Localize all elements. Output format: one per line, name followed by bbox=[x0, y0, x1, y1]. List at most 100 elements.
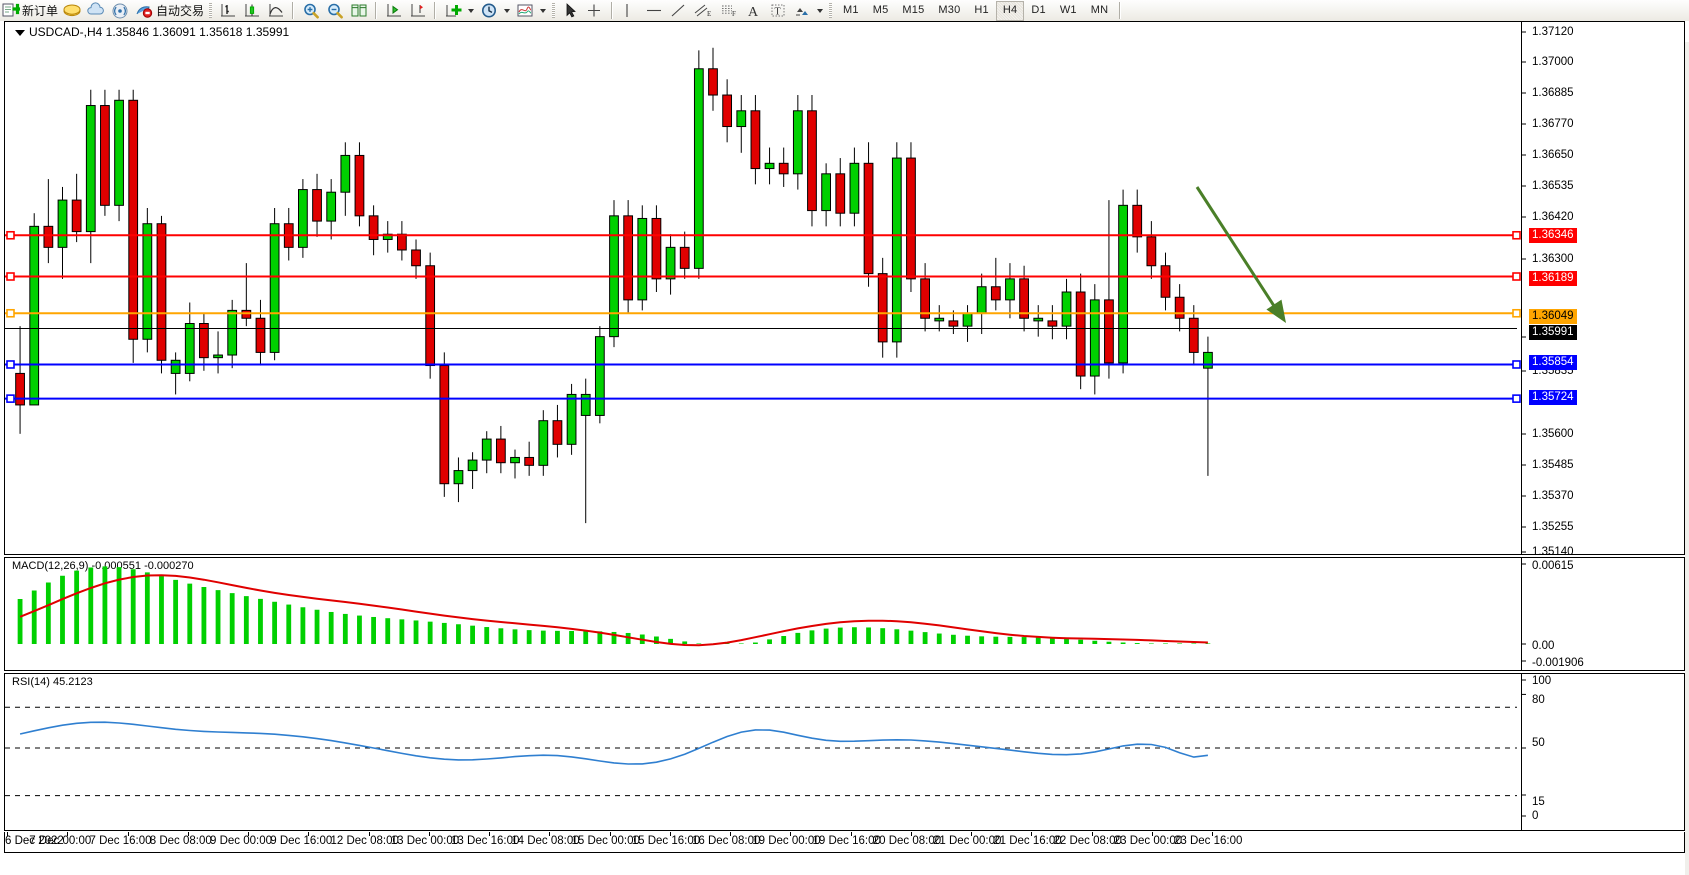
line-chart-icon bbox=[269, 4, 284, 17]
macd-tick-label: -0.001906 bbox=[1532, 657, 1584, 669]
price-tick-label: 1.36770 bbox=[1532, 118, 1574, 130]
time-axis-label: 7 Dec 00:00 bbox=[29, 835, 92, 847]
text-tool-button[interactable]: A bbox=[742, 1, 766, 21]
clock-icon bbox=[482, 3, 497, 18]
rsi-indicator-pane[interactable]: RSI(14) 45.2123 100 80 50 15 0 bbox=[4, 673, 1685, 831]
level-tag-support-1[interactable]: 1.35854 bbox=[1529, 355, 1577, 370]
tab-timeframe-d1[interactable]: D1 bbox=[1031, 3, 1046, 16]
time-axis-tick bbox=[67, 832, 69, 836]
macd-indicator-pane[interactable]: MACD(12,26,9) -0.000551 -0.000270 0.0061… bbox=[4, 557, 1685, 671]
rsi-tick-label: 0 bbox=[1532, 810, 1539, 822]
crosshair-tool-button[interactable] bbox=[583, 1, 607, 21]
tab-timeframe-m1[interactable]: M1 bbox=[843, 3, 859, 16]
new-order-button[interactable]: 新订单 bbox=[0, 1, 60, 21]
candlestick-chart-button[interactable] bbox=[240, 1, 264, 21]
shift-chart-button[interactable] bbox=[382, 1, 406, 21]
period-dropdown-caret[interactable] bbox=[504, 8, 511, 13]
new-order-label: 新订单 bbox=[22, 4, 59, 18]
tile-windows-icon bbox=[351, 4, 367, 17]
price-tick-label: 1.36420 bbox=[1532, 211, 1574, 223]
time-axis-label: 22 Dec 08:00 bbox=[1053, 835, 1122, 847]
time-axis-tick bbox=[7, 832, 8, 836]
tab-timeframe-h1[interactable]: H1 bbox=[974, 3, 989, 16]
add-indicator-icon bbox=[446, 5, 462, 17]
level-tag-pivot[interactable]: 1.36049 bbox=[1529, 309, 1577, 324]
tab-timeframe-h4[interactable]: H4 bbox=[995, 0, 1025, 21]
templates-dropdown-caret[interactable] bbox=[540, 8, 547, 13]
tab-timeframe-m15[interactable]: M15 bbox=[902, 3, 925, 16]
time-axis-label: 8 Dec 08:00 bbox=[149, 835, 212, 847]
add-indicator-button[interactable] bbox=[441, 1, 465, 21]
time-axis-label: 9 Dec 00:00 bbox=[210, 835, 273, 847]
level-tag-support-2[interactable]: 1.35724 bbox=[1529, 390, 1577, 405]
macd-tick-label: 0.00 bbox=[1532, 640, 1555, 652]
vertical-scrollbar[interactable] bbox=[1685, 42, 1689, 875]
time-axis-label: 21 Dec 00:00 bbox=[933, 835, 1002, 847]
rsi-tick-label: 100 bbox=[1532, 675, 1552, 687]
time-axis-tick bbox=[308, 832, 310, 836]
indicator-dropdown-caret[interactable] bbox=[468, 8, 475, 13]
time-axis-label: 15 Dec 00:00 bbox=[571, 835, 640, 847]
time-axis-tick bbox=[549, 832, 551, 836]
chart-shift-icon bbox=[387, 4, 402, 17]
bar-chart-button[interactable] bbox=[216, 1, 240, 21]
toolbar-grip-3[interactable] bbox=[827, 2, 835, 19]
macd-plot-svg bbox=[17, 563, 1526, 662]
autoscroll-button[interactable] bbox=[406, 1, 430, 21]
price-tick-label: 1.35485 bbox=[1532, 459, 1574, 471]
zoom-out-button[interactable] bbox=[323, 1, 347, 21]
chart-menu-triangle-icon[interactable] bbox=[15, 29, 25, 36]
level-tag-resistance-2[interactable]: 1.36189 bbox=[1529, 271, 1577, 286]
orders-book-button[interactable] bbox=[60, 1, 84, 21]
time-axis-tick bbox=[368, 832, 370, 836]
text-icon: A bbox=[748, 5, 759, 19]
templates-button[interactable] bbox=[513, 1, 537, 21]
toolbar-grip[interactable] bbox=[207, 2, 215, 19]
horizontal-line-button[interactable] bbox=[642, 1, 666, 21]
vertical-line-button[interactable] bbox=[618, 1, 642, 21]
level-tag-current-price: 1.35991 bbox=[1529, 325, 1577, 340]
time-axis[interactable]: 6 Dec 2022 7 Dec 00:00 7 Dec 16:00 8 Dec 08… bbox=[4, 832, 1685, 853]
price-tick-label: 1.36535 bbox=[1532, 180, 1574, 192]
signals-button[interactable] bbox=[108, 1, 132, 21]
trendline-button[interactable] bbox=[666, 1, 690, 21]
price-tick-label: 1.35255 bbox=[1532, 521, 1574, 533]
time-axis-label: 9 Dec 16:00 bbox=[270, 835, 333, 847]
arrows-dropdown-caret[interactable] bbox=[817, 8, 824, 13]
gold-coin-icon bbox=[63, 4, 81, 17]
equidistant-channel-button[interactable]: E bbox=[690, 1, 716, 21]
time-axis-label: 7 Dec 16:00 bbox=[89, 835, 152, 847]
cursor-tool-button[interactable] bbox=[559, 1, 583, 21]
toolbar-separator-2 bbox=[373, 2, 380, 19]
line-chart-button[interactable] bbox=[264, 1, 288, 21]
fibonacci-button[interactable]: F bbox=[716, 1, 742, 21]
price-chart-pane[interactable]: USDCAD-,H4 1.35846 1.36091 1.35618 1.359… bbox=[4, 21, 1685, 558]
text-label-button[interactable]: T bbox=[766, 1, 790, 21]
time-axis-tick bbox=[609, 832, 611, 836]
level-tag-resistance-1[interactable]: 1.36346 bbox=[1529, 228, 1577, 243]
price-tick-label: 1.35140 bbox=[1532, 546, 1574, 558]
signal-icon bbox=[112, 3, 128, 19]
market-watch-button[interactable] bbox=[84, 1, 108, 21]
time-axis-tick bbox=[248, 832, 249, 836]
auto-trading-button[interactable]: 自动交易 bbox=[132, 1, 206, 21]
time-axis-tick bbox=[127, 832, 129, 836]
tab-timeframe-m30[interactable]: M30 bbox=[938, 3, 961, 16]
toolbar-grip-2[interactable] bbox=[550, 2, 558, 19]
arrows-button[interactable] bbox=[790, 1, 814, 21]
time-axis-label: 15 Dec 16:00 bbox=[631, 835, 701, 847]
period-button[interactable] bbox=[477, 1, 501, 21]
crosshair-icon bbox=[588, 4, 601, 17]
zoom-in-button[interactable] bbox=[299, 1, 323, 21]
time-axis-label: 13 Dec 00:00 bbox=[390, 835, 460, 847]
tab-timeframe-mn[interactable]: MN bbox=[1090, 3, 1109, 16]
price-tick-label: 1.37000 bbox=[1532, 56, 1574, 68]
tab-timeframe-m5[interactable]: M5 bbox=[872, 3, 889, 16]
tile-windows-button[interactable] bbox=[347, 1, 371, 21]
time-axis-tick bbox=[730, 832, 731, 836]
toolbar-separator-3 bbox=[432, 2, 439, 19]
macd-tick-label: 0.00615 bbox=[1532, 560, 1574, 572]
rsi-scale-divider bbox=[1521, 674, 1522, 830]
tab-timeframe-w1[interactable]: W1 bbox=[1059, 3, 1077, 16]
zoom-out-icon bbox=[328, 3, 343, 19]
